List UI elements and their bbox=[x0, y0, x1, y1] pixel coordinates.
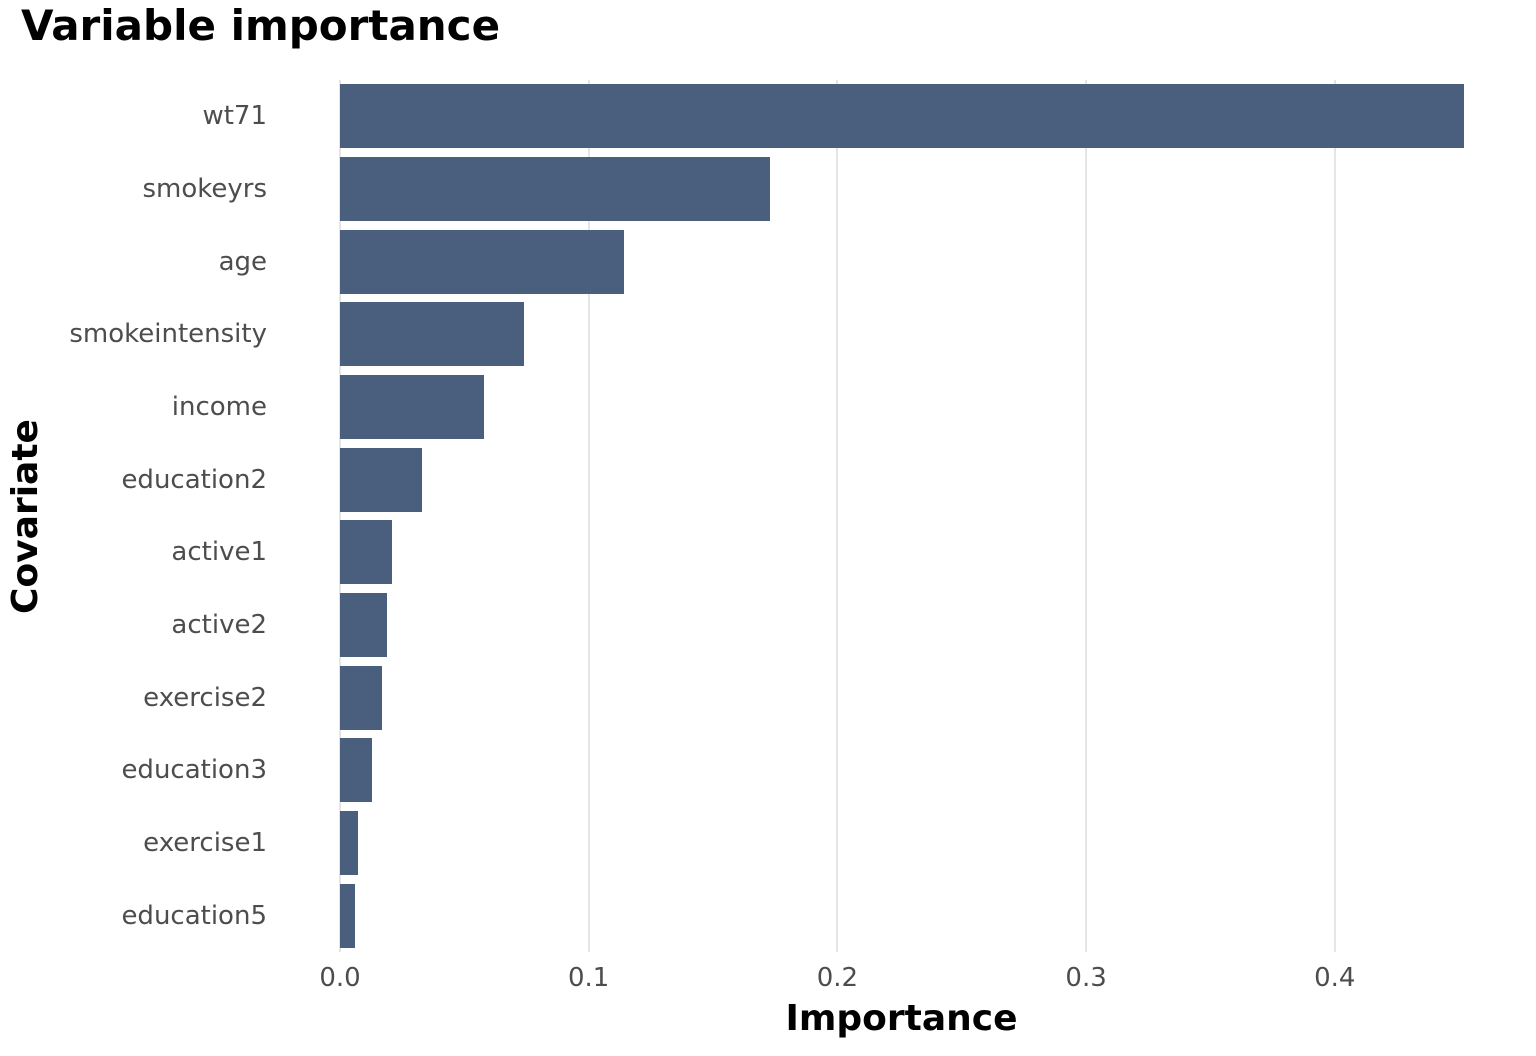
y-tick-label-age: age bbox=[218, 246, 267, 277]
y-tick-label-education2: education2 bbox=[121, 464, 267, 495]
bar-exercise2 bbox=[340, 665, 383, 730]
y-tick-label-exercise2: exercise2 bbox=[143, 682, 267, 713]
x-tick-label-0.3: 0.3 bbox=[1065, 963, 1107, 993]
y-tick-label-income: income bbox=[171, 392, 267, 422]
bar-education3 bbox=[340, 738, 373, 803]
x-tick-label-0.1: 0.1 bbox=[568, 963, 610, 993]
y-axis-title: Covariate bbox=[4, 418, 46, 614]
y-tick-label-exercise1: exercise1 bbox=[143, 828, 267, 858]
y-tick-label-active1: active1 bbox=[171, 537, 267, 568]
bar-exercise1 bbox=[340, 811, 359, 875]
gridline-x-0.0 bbox=[339, 80, 341, 952]
bar-smokeintensity bbox=[340, 302, 525, 367]
bar-wt71 bbox=[340, 84, 1465, 149]
x-tick-label-0.4: 0.4 bbox=[1314, 963, 1356, 993]
x-tick-label-0.0: 0.0 bbox=[319, 963, 361, 993]
gridline-x-0.2 bbox=[836, 80, 839, 952]
bar-smokeyrs bbox=[340, 157, 771, 221]
bar-education2 bbox=[340, 447, 423, 512]
y-tick-label-smokeintensity: smokeintensity bbox=[69, 319, 267, 350]
gridline-x-0.3 bbox=[1085, 80, 1088, 952]
bar-income bbox=[340, 375, 485, 439]
y-tick-label-wt71: wt71 bbox=[202, 101, 267, 132]
gridline-x-0.1 bbox=[587, 80, 590, 952]
y-tick-label-smokeyrs: smokeyrs bbox=[142, 174, 267, 204]
x-axis-title: Importance bbox=[785, 998, 1018, 1039]
plot-panel bbox=[275, 80, 1528, 952]
bar-age bbox=[340, 229, 624, 294]
y-tick-label-education3: education3 bbox=[121, 755, 267, 786]
gridline-x-0.4 bbox=[1333, 80, 1336, 952]
bar-active1 bbox=[340, 520, 393, 585]
y-tick-label-active2: active2 bbox=[171, 610, 267, 640]
y-tick-label-education5: education5 bbox=[121, 900, 267, 931]
bar-education5 bbox=[340, 883, 356, 948]
x-tick-label-0.2: 0.2 bbox=[816, 963, 859, 993]
y-axis-title-wrap: Covariate bbox=[2, 80, 48, 952]
chart-title: Variable importance bbox=[21, 1, 501, 50]
bar-active2 bbox=[340, 593, 388, 657]
